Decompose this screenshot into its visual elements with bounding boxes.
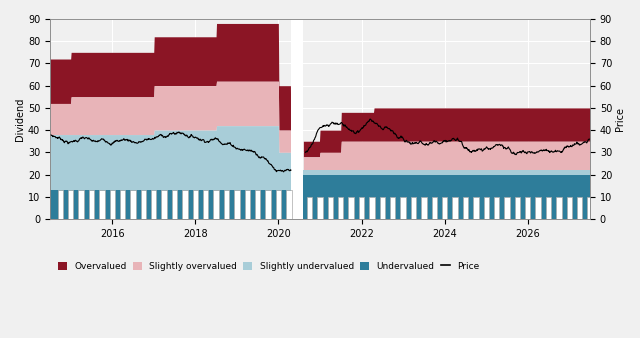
Bar <box>68 190 74 219</box>
Bar <box>328 197 333 219</box>
Bar <box>401 197 406 219</box>
Bar <box>494 197 499 219</box>
Bar <box>411 197 416 219</box>
Bar <box>193 190 198 219</box>
Bar <box>546 197 551 219</box>
Bar <box>161 190 167 219</box>
Bar <box>131 190 136 219</box>
Bar <box>338 197 344 219</box>
Bar <box>369 197 374 219</box>
Bar <box>556 197 562 219</box>
Bar <box>276 190 281 219</box>
Bar <box>151 190 156 219</box>
Bar <box>182 190 188 219</box>
Bar <box>99 190 104 219</box>
Bar <box>463 197 468 219</box>
Bar <box>255 190 260 219</box>
Bar <box>213 190 219 219</box>
Y-axis label: Dividend: Dividend <box>15 97 25 141</box>
Bar <box>473 197 479 219</box>
Bar <box>431 197 437 219</box>
Bar <box>244 190 250 219</box>
Bar <box>266 190 271 219</box>
Bar <box>58 190 63 219</box>
Bar <box>484 197 489 219</box>
Bar <box>359 197 364 219</box>
Bar <box>577 197 582 219</box>
Bar <box>380 197 385 219</box>
Bar <box>78 190 84 219</box>
Bar <box>286 190 292 219</box>
Bar <box>566 197 572 219</box>
Bar <box>317 197 323 219</box>
Bar <box>203 190 209 219</box>
Bar <box>588 197 593 219</box>
Bar <box>120 190 125 219</box>
Bar <box>536 197 541 219</box>
Bar <box>348 197 354 219</box>
Bar <box>452 197 458 219</box>
Bar <box>141 190 146 219</box>
Bar <box>390 197 396 219</box>
Legend: Overvalued, Slightly overvalued, Slightly undervalued, Undervalued, Price: Overvalued, Slightly overvalued, Slightl… <box>54 258 483 274</box>
Bar <box>172 190 177 219</box>
Bar <box>525 197 531 219</box>
Bar <box>89 190 94 219</box>
Bar <box>515 197 520 219</box>
Bar <box>504 197 509 219</box>
Bar <box>442 197 447 219</box>
Bar <box>109 190 115 219</box>
Bar <box>307 197 312 219</box>
Bar <box>224 190 229 219</box>
Bar <box>421 197 427 219</box>
Bar <box>234 190 239 219</box>
Y-axis label: Price: Price <box>615 107 625 131</box>
